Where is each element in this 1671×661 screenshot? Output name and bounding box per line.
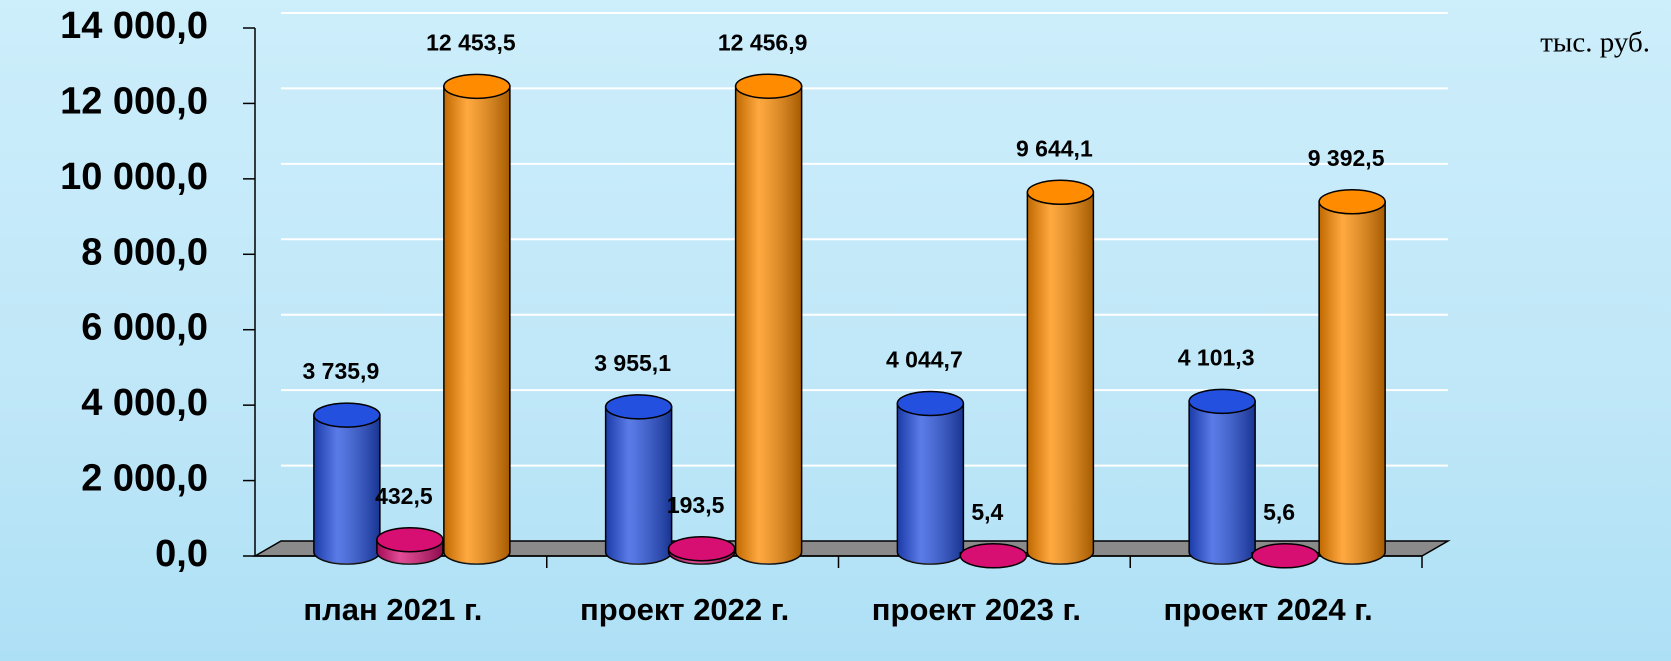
bar-top: [376, 526, 444, 553]
bar-shade: [1319, 201, 1386, 565]
value-label: 12 456,9: [718, 29, 808, 55]
bar-top: [443, 73, 511, 100]
bar: [1251, 543, 1319, 569]
bar-top: [667, 535, 736, 562]
bar-top: [313, 402, 381, 428]
bar-top: [1251, 543, 1319, 569]
value-label: 5,4: [971, 499, 1003, 525]
y-tick-label: 12 000,0: [60, 80, 208, 122]
bar-top: [604, 394, 673, 420]
bar: [1318, 189, 1386, 565]
bar-shade: [313, 415, 380, 564]
bar: [1026, 179, 1095, 565]
bar: [313, 402, 381, 565]
bar-shade: [443, 86, 510, 565]
bar-shade: [605, 406, 672, 564]
bar: [604, 394, 673, 565]
bar-top: [734, 73, 803, 99]
y-tick-label: 10 000,0: [60, 156, 208, 198]
bar: [959, 543, 1028, 569]
value-label: 3 955,1: [594, 350, 671, 376]
value-label: 193,5: [667, 492, 725, 518]
bar-top: [1026, 179, 1095, 206]
y-tick-label: 8 000,0: [81, 231, 208, 273]
bar-top: [959, 543, 1028, 569]
bar-shade: [897, 403, 964, 564]
value-label: 9 392,5: [1308, 145, 1385, 171]
value-label: 5,6: [1263, 499, 1295, 525]
bar-top: [896, 390, 965, 417]
bar: [1188, 388, 1256, 565]
bar: [443, 73, 511, 565]
y-tick-label: 2 000,0: [81, 458, 208, 500]
value-label: 12 453,5: [426, 29, 516, 55]
x-tick-label: проект 2024 г.: [1164, 592, 1373, 627]
bar-top: [1188, 388, 1256, 415]
x-tick-label: проект 2022 г.: [580, 592, 789, 627]
y-tick-label: 4 000,0: [81, 382, 208, 424]
value-label: 4 101,3: [1178, 344, 1255, 370]
unit-label: тыс. руб.: [1540, 27, 1650, 59]
bar: [734, 73, 803, 565]
value-label: 432,5: [375, 483, 433, 509]
bar-top: [1318, 189, 1386, 215]
y-tick-label: 14 000,0: [60, 5, 208, 47]
bar-shade: [1189, 401, 1256, 564]
x-tick-label: план 2021 г.: [303, 592, 482, 627]
value-label: 3 735,9: [303, 358, 380, 384]
bar: [896, 390, 965, 565]
value-label: 9 644,1: [1016, 135, 1093, 161]
y-tick-label: 0,0: [155, 533, 208, 575]
x-tick-label: проект 2023 г.: [872, 592, 1081, 627]
bar: [667, 535, 736, 565]
bar-shade: [1027, 192, 1094, 564]
bar: [376, 526, 444, 565]
y-tick-label: 6 000,0: [81, 307, 208, 349]
value-label: 4 044,7: [886, 347, 963, 373]
bar-shade: [735, 86, 802, 565]
